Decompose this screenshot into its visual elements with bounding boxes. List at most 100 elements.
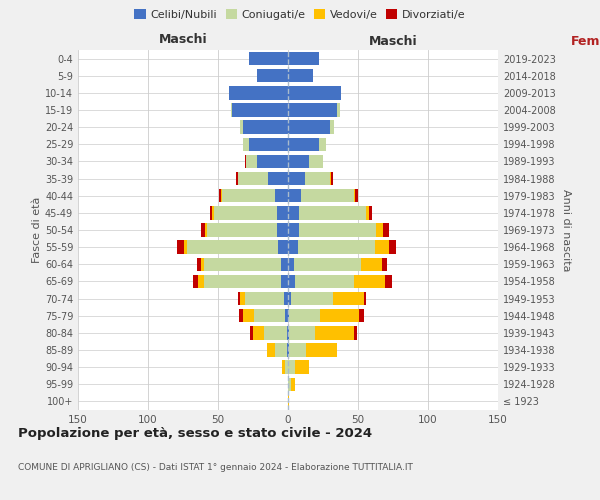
- Y-axis label: Anni di nascita: Anni di nascita: [561, 188, 571, 271]
- Bar: [254, 309, 285, 322]
- Bar: [220, 189, 221, 202]
- Y-axis label: Fasce di età: Fasce di età: [32, 197, 42, 263]
- Bar: [283, 360, 285, 374]
- Bar: [330, 172, 331, 186]
- Bar: [236, 172, 238, 186]
- Bar: [289, 309, 320, 322]
- Bar: [249, 138, 288, 151]
- Bar: [288, 189, 301, 202]
- Bar: [293, 258, 361, 271]
- Bar: [214, 206, 277, 220]
- Bar: [288, 69, 313, 82]
- Bar: [288, 172, 305, 186]
- Bar: [197, 258, 201, 271]
- Bar: [243, 120, 288, 134]
- Bar: [382, 258, 388, 271]
- Bar: [330, 120, 334, 134]
- Bar: [333, 292, 364, 306]
- Bar: [288, 309, 289, 322]
- Bar: [288, 52, 319, 66]
- Bar: [204, 274, 281, 288]
- Bar: [277, 224, 288, 236]
- Bar: [245, 292, 284, 306]
- Bar: [212, 206, 214, 220]
- Bar: [320, 309, 359, 322]
- Bar: [295, 274, 354, 288]
- Bar: [305, 172, 330, 186]
- Bar: [355, 189, 358, 202]
- Bar: [287, 344, 288, 356]
- Bar: [288, 138, 319, 151]
- Bar: [204, 258, 281, 271]
- Bar: [291, 292, 333, 306]
- Bar: [361, 258, 382, 271]
- Bar: [319, 138, 326, 151]
- Bar: [288, 378, 291, 391]
- Bar: [288, 154, 309, 168]
- Bar: [354, 274, 385, 288]
- Bar: [295, 360, 309, 374]
- Bar: [309, 154, 323, 168]
- Bar: [288, 326, 289, 340]
- Bar: [288, 274, 295, 288]
- Bar: [264, 326, 287, 340]
- Bar: [178, 240, 184, 254]
- Bar: [209, 206, 212, 220]
- Bar: [337, 104, 340, 117]
- Bar: [288, 292, 291, 306]
- Bar: [277, 206, 288, 220]
- Bar: [288, 104, 337, 117]
- Bar: [289, 344, 306, 356]
- Bar: [299, 224, 376, 236]
- Bar: [257, 69, 288, 82]
- Bar: [331, 172, 333, 186]
- Bar: [301, 189, 354, 202]
- Bar: [288, 86, 341, 100]
- Legend: Celibi/Nubili, Coniugati/e, Vedovi/e, Divorziati/e: Celibi/Nubili, Coniugati/e, Vedovi/e, Di…: [131, 6, 469, 23]
- Bar: [184, 240, 187, 254]
- Bar: [267, 344, 275, 356]
- Bar: [221, 189, 222, 202]
- Bar: [375, 240, 389, 254]
- Bar: [281, 258, 288, 271]
- Bar: [238, 292, 241, 306]
- Bar: [207, 224, 277, 236]
- Bar: [229, 86, 288, 100]
- Bar: [275, 189, 288, 202]
- Bar: [193, 274, 199, 288]
- Bar: [199, 274, 204, 288]
- Bar: [314, 326, 354, 340]
- Text: COMUNE DI APRIGLIANO (CS) - Dati ISTAT 1° gennaio 2024 - Elaborazione TUTTITALIA: COMUNE DI APRIGLIANO (CS) - Dati ISTAT 1…: [18, 462, 413, 471]
- Bar: [230, 104, 232, 117]
- Bar: [187, 240, 278, 254]
- Bar: [243, 138, 249, 151]
- Bar: [376, 224, 383, 236]
- Bar: [246, 154, 257, 168]
- Bar: [354, 189, 355, 202]
- Bar: [201, 224, 205, 236]
- Bar: [288, 206, 299, 220]
- Bar: [241, 120, 243, 134]
- Bar: [250, 326, 253, 340]
- Bar: [288, 360, 295, 374]
- Bar: [241, 292, 245, 306]
- Bar: [288, 120, 330, 134]
- Bar: [383, 224, 389, 236]
- Bar: [257, 154, 288, 168]
- Bar: [243, 309, 254, 322]
- Bar: [288, 344, 289, 356]
- Bar: [354, 326, 356, 340]
- Bar: [253, 326, 264, 340]
- Bar: [299, 206, 367, 220]
- Bar: [288, 258, 293, 271]
- Bar: [291, 378, 295, 391]
- Bar: [245, 154, 246, 168]
- Text: Femmine: Femmine: [571, 34, 600, 48]
- Bar: [239, 309, 243, 322]
- Bar: [278, 240, 288, 254]
- Bar: [289, 326, 314, 340]
- Bar: [367, 206, 369, 220]
- Bar: [389, 240, 396, 254]
- Bar: [238, 172, 268, 186]
- Bar: [281, 274, 288, 288]
